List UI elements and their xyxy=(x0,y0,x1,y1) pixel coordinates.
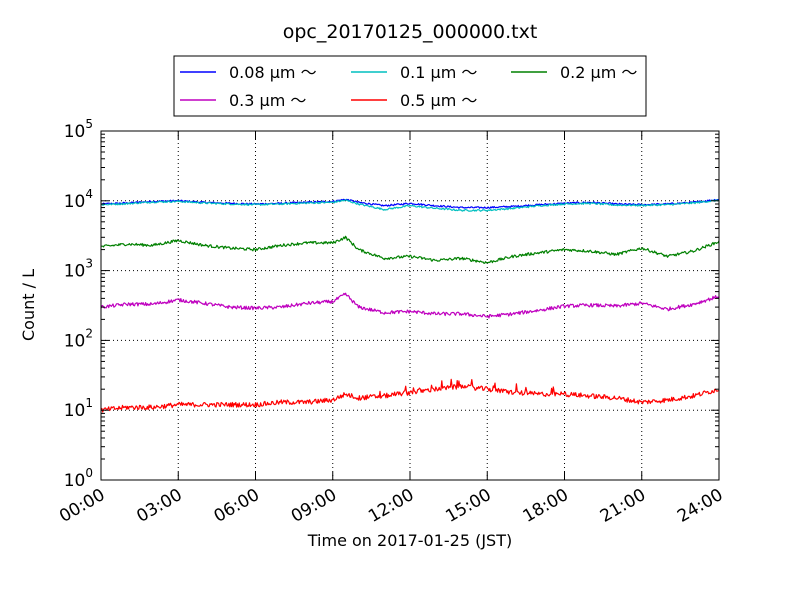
legend: 0.08 μm ～ 0.1 μm ～ 0.2 μm ～ 0.3 μm ～ 0.5 μm … xyxy=(180,63,637,110)
grid xyxy=(101,131,719,480)
y-axis-label: Count / L xyxy=(19,269,38,341)
x-axis-label: Time on 2017-01-25 (JST) xyxy=(307,531,512,550)
series-line-4 xyxy=(100,378,720,413)
legend-label: 0.3 μm ～ xyxy=(229,91,306,110)
series-line-2 xyxy=(101,235,720,264)
series-line-3 xyxy=(100,292,720,319)
chart-title: opc_20170125_000000.txt xyxy=(283,21,538,43)
legend-box xyxy=(173,55,647,117)
legend-label: 0.08 μm ～ xyxy=(229,63,317,82)
legend-label: 0.2 μm ～ xyxy=(560,63,637,82)
legend-label: 0.5 μm ～ xyxy=(400,91,477,110)
legend-label: 0.1 μm ～ xyxy=(400,63,477,82)
series-group xyxy=(100,198,720,413)
series-line-1 xyxy=(100,199,720,212)
